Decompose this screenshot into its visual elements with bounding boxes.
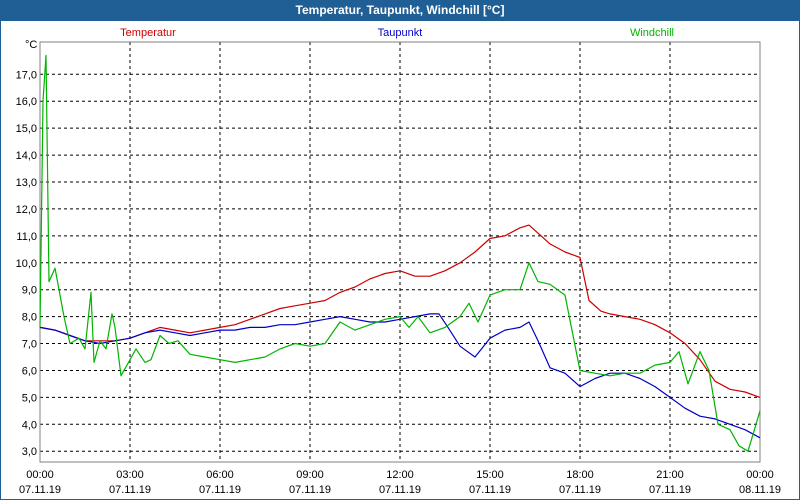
series-line-windchill [39, 54, 761, 452]
legend-taupunkt: Taupunkt [378, 27, 423, 39]
y-tick-label: 5,0 [22, 392, 37, 404]
x-tick-date: 08.11.19 [739, 484, 781, 496]
x-tick-time: 21:00 [656, 469, 684, 481]
y-tick-label: 9,0 [22, 285, 37, 297]
x-tick-time: 15:00 [476, 469, 504, 481]
legend-windchill: Windchill [630, 27, 674, 39]
y-tick-label: 11,0 [16, 231, 37, 243]
x-tick-date: 07.11.19 [559, 484, 601, 496]
y-tick-label: 3,0 [22, 446, 37, 458]
x-tick-date: 07.11.19 [469, 484, 511, 496]
x-tick-time: 12:00 [386, 469, 414, 481]
x-tick-date: 07.11.19 [289, 484, 331, 496]
x-tick-time: 00:00 [26, 469, 54, 481]
series-line-taupunkt [39, 313, 761, 439]
y-tick-label: 7,0 [22, 339, 37, 351]
x-tick-time: 09:00 [296, 469, 324, 481]
x-tick-date: 07.11.19 [109, 484, 151, 496]
x-tick-time: 00:00 [746, 469, 774, 481]
x-tick-time: 06:00 [206, 469, 234, 481]
x-tick-date: 07.11.19 [379, 484, 421, 496]
y-tick-label: 12,0 [16, 204, 37, 216]
y-tick-label: 14,0 [16, 150, 37, 162]
legend-temperatur: Temperatur [120, 27, 176, 39]
y-tick-label: 10,0 [16, 258, 37, 270]
plot-area-border [39, 41, 761, 463]
y-tick-label: 8,0 [22, 312, 37, 324]
x-tick-date: 07.11.19 [649, 484, 691, 496]
y-tick-label: 4,0 [22, 419, 37, 431]
x-tick-time: 18:00 [566, 469, 594, 481]
x-tick-date: 07.11.19 [199, 484, 241, 496]
y-tick-label: 15,0 [16, 123, 37, 135]
window-title: Temperatur, Taupunkt, Windchill [°C] [0, 0, 800, 21]
y-tick-label: 6,0 [22, 365, 37, 377]
x-tick-time: 03:00 [116, 469, 144, 481]
y-axis-label: °C [25, 39, 37, 51]
y-tick-label: 17,0 [16, 69, 37, 81]
series-line-temperatur [39, 224, 761, 398]
y-tick-label: 16,0 [16, 96, 37, 108]
y-tick-label: 13,0 [16, 177, 37, 189]
x-tick-date: 07.11.19 [19, 484, 61, 496]
